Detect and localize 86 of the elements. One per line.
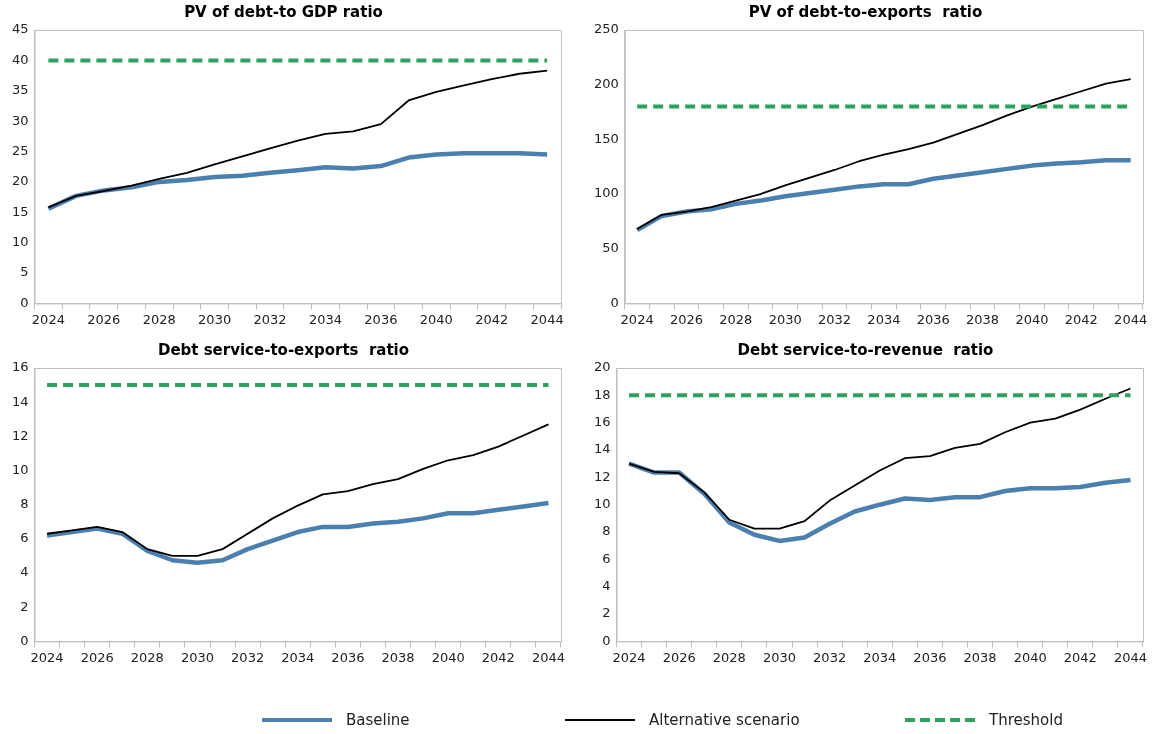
y-tick-label: 20 <box>12 173 29 189</box>
x-tick-label: 2030 <box>180 649 215 665</box>
y-tick-label: 100 <box>593 185 619 201</box>
x-tick-label: 2024 <box>31 311 65 327</box>
y-tick-label: 0 <box>20 632 29 648</box>
x-tick-label: 2032 <box>813 649 847 665</box>
x-tick-label: 2030 <box>198 311 232 327</box>
x-tick-label: 2040 <box>419 311 453 327</box>
legend-label: Alternative scenario <box>649 711 800 729</box>
x-tick-label: 2040 <box>431 649 465 665</box>
x-tick-label: 2036 <box>364 311 398 327</box>
x-tick-label: 2032 <box>253 311 287 327</box>
x-tick-label: 2044 <box>1114 311 1148 327</box>
legend-label: Threshold <box>989 711 1063 729</box>
x-tick-label: 2042 <box>481 649 515 665</box>
x-tick-label: 2044 <box>531 649 566 665</box>
x-tick-label: 2032 <box>818 311 852 327</box>
y-tick-label: 8 <box>602 523 611 539</box>
x-tick-label: 2032 <box>231 649 265 665</box>
y-tick-label: 2 <box>20 598 29 614</box>
y-tick-label: 12 <box>594 468 611 484</box>
y-tick-label: 35 <box>12 82 29 98</box>
y-tick-label: 5 <box>20 264 29 280</box>
y-tick-label: 8 <box>20 496 29 512</box>
y-tick-label: 18 <box>594 386 611 402</box>
x-tick-label: 2026 <box>87 311 121 327</box>
y-tick-label: 14 <box>12 393 29 409</box>
x-tick-label: 2028 <box>719 311 753 327</box>
x-tick-label: 2042 <box>1063 649 1097 665</box>
y-tick-label: 6 <box>602 550 611 566</box>
x-tick-label: 2044 <box>530 311 564 327</box>
x-tick-label: 2026 <box>662 649 696 665</box>
x-tick-label: 2026 <box>669 311 704 327</box>
y-tick-label: 30 <box>12 112 29 128</box>
chart-title: Debt service-to-revenue ratio <box>737 340 994 359</box>
y-tick-label: 10 <box>594 496 611 512</box>
x-tick-label: 2042 <box>475 311 509 327</box>
x-tick-label: 2030 <box>762 649 797 665</box>
y-tick-label: 16 <box>594 414 611 430</box>
x-tick-label: 2028 <box>130 649 164 665</box>
x-tick-label: 2036 <box>916 311 950 327</box>
y-tick-label: 12 <box>12 427 29 443</box>
x-tick-label: 2024 <box>30 649 64 665</box>
x-tick-label: 2038 <box>966 311 1000 327</box>
x-tick-label: 2038 <box>963 649 997 665</box>
x-tick-label: 2030 <box>768 311 802 327</box>
x-tick-label: 2036 <box>913 649 947 665</box>
x-tick-label: 2040 <box>1015 311 1049 327</box>
y-tick-label: 16 <box>12 359 29 375</box>
y-tick-label: 6 <box>20 530 29 546</box>
y-tick-label: 45 <box>12 21 29 37</box>
y-tick-label: 10 <box>12 461 29 477</box>
chart-title: Debt service-to-exports ratio <box>157 340 410 359</box>
y-tick-label: 0 <box>602 632 611 648</box>
y-tick-label: 4 <box>602 578 611 594</box>
y-tick-label: 15 <box>12 203 29 219</box>
y-tick-label: 14 <box>594 441 611 457</box>
x-tick-label: 2026 <box>80 649 114 665</box>
x-tick-label: 2034 <box>867 311 901 327</box>
x-tick-label: 2024 <box>612 649 646 665</box>
x-tick-label: 2034 <box>863 649 897 665</box>
legend-label: Baseline <box>346 711 410 729</box>
y-tick-label: 200 <box>593 76 619 92</box>
y-tick-label: 0 <box>610 294 619 310</box>
y-tick-label: 2 <box>602 605 611 621</box>
x-tick-label: 2028 <box>142 311 176 327</box>
y-tick-label: 40 <box>12 51 29 67</box>
x-tick-label: 2038 <box>381 649 415 665</box>
y-tick-label: 4 <box>20 564 29 580</box>
y-tick-label: 50 <box>602 240 619 256</box>
y-tick-label: 25 <box>12 142 29 158</box>
x-tick-label: 2028 <box>712 649 746 665</box>
chart-title: PV of debt-to-exports ratio <box>748 2 983 21</box>
x-tick-label: 2044 <box>1113 649 1148 665</box>
y-tick-label: 250 <box>593 21 619 37</box>
x-tick-label: 2036 <box>331 649 365 665</box>
x-tick-label: 2034 <box>281 649 315 665</box>
x-tick-label: 2040 <box>1013 649 1047 665</box>
y-tick-label: 150 <box>593 130 619 146</box>
x-tick-label: 2034 <box>308 311 343 327</box>
x-tick-label: 2024 <box>620 311 654 327</box>
y-tick-label: 10 <box>12 234 29 250</box>
y-tick-label: 0 <box>20 294 29 310</box>
chart-title: PV of debt-to GDP ratio <box>184 2 383 21</box>
y-tick-label: 20 <box>594 359 611 375</box>
x-tick-label: 2042 <box>1064 311 1098 327</box>
